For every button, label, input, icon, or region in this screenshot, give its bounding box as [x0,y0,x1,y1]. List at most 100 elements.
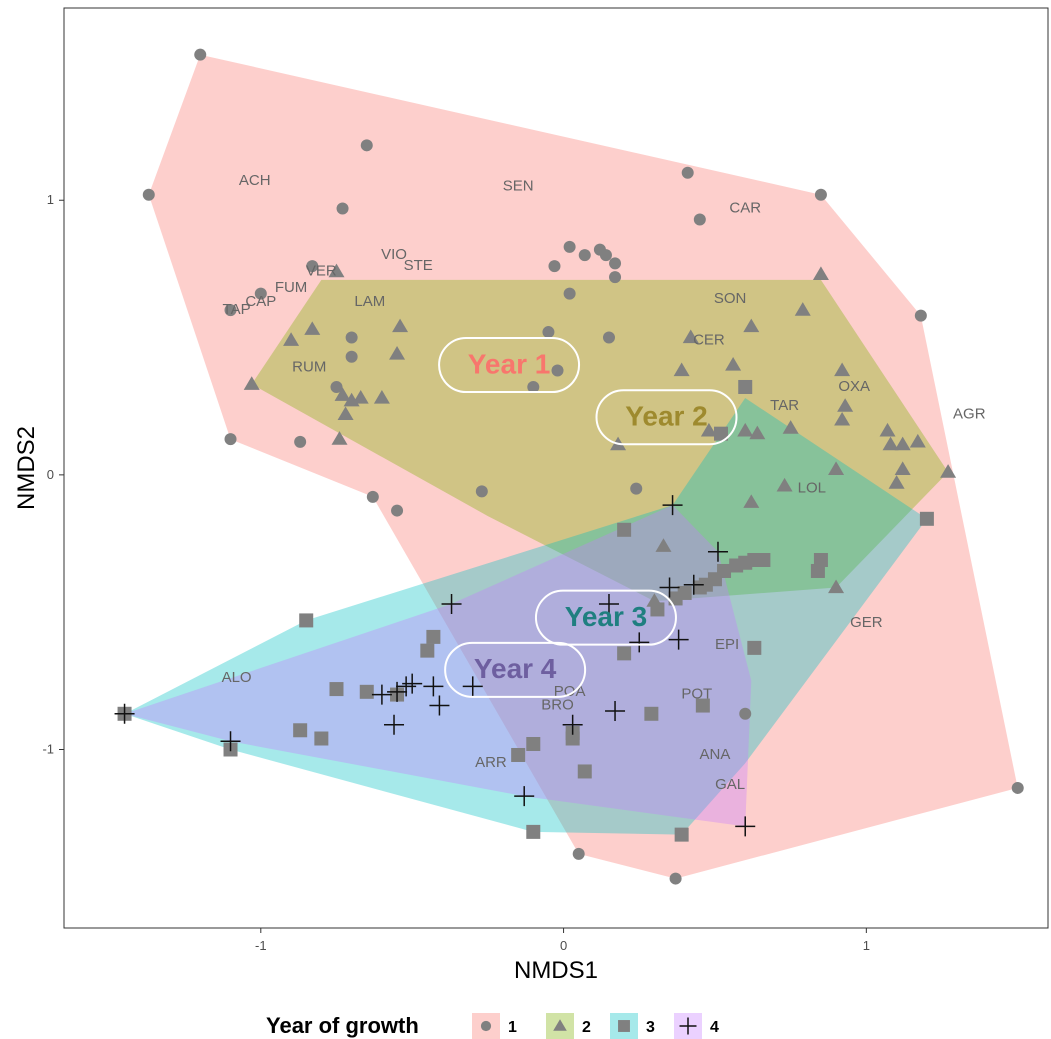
point-year-1 [224,433,237,446]
point-year-1 [224,304,237,317]
point-year-2 [909,433,926,448]
species-label: CAR [729,199,761,216]
point-year-4 [441,593,462,614]
point-year-2 [828,461,845,475]
point-year-3 [756,553,771,567]
plot-panel-border [63,7,1049,929]
point-year-4 [384,714,405,735]
point-year-1 [914,309,927,322]
point-year-3 [813,553,828,567]
point-year-2 [337,406,354,421]
point-year-1 [360,139,373,152]
point-year-3 [565,731,580,746]
point-year-3 [714,426,729,441]
point-year-2 [882,436,899,451]
point-year-3 [577,764,592,779]
species-label: STE [404,257,433,274]
point-year-1 [599,249,612,262]
species-label: GAL [715,776,745,793]
species-label: RUM [292,359,326,376]
species-label: SEN [503,177,534,194]
point-year-1 [693,213,706,226]
point-year-2 [888,475,905,489]
point-year-1 [681,166,694,179]
point-year-2 [743,318,760,333]
point-year-4 [387,681,408,702]
legend-label-3: 3 [646,1019,655,1036]
point-year-2 [794,302,811,316]
point-year-3 [677,585,692,600]
point-year-4 [707,541,728,562]
species-label: GER [850,614,883,631]
species-label: ALO [222,669,252,686]
year-2-annotation: Year 2 [625,401,708,432]
legend-marker-3 [618,1020,630,1032]
point-year-3 [314,731,329,746]
point-year-3 [617,646,632,661]
x-tick-label: 0 [560,938,567,953]
point-year-2 [743,494,760,508]
point-year-4 [683,574,704,595]
legend: Year of growth 1 2 3 4 [266,1013,719,1039]
point-year-4 [562,714,583,735]
point-year-3 [526,737,541,751]
species-label: ARR [475,754,507,771]
point-year-2 [812,266,829,280]
point-year-3 [747,640,762,655]
point-year-2 [834,362,851,377]
species-label: CER [693,331,725,348]
point-year-1 [548,260,561,273]
hull-year-3 [124,398,927,835]
species-label: ANA [700,746,731,763]
point-year-4 [598,593,619,614]
point-year-1 [330,380,343,393]
point-year-2 [392,318,409,333]
point-year-1 [609,271,622,284]
x-tick-label: 1 [863,938,870,953]
species-label: POT [681,686,712,703]
point-year-3 [526,824,541,839]
legend-marker-4 [679,1017,697,1035]
x-axis-title: NMDS1 [514,957,598,984]
species-label: OXA [838,378,870,395]
point-year-2 [828,579,845,594]
year-4-annotation: Year 4 [474,653,557,684]
point-year-3 [359,684,374,699]
point-year-3 [426,629,441,644]
year-2-annotation-box [595,389,738,446]
data-point-layer [114,48,1024,885]
point-year-1 [306,260,319,273]
point-year-2 [879,422,896,437]
axis-layer: -1 0 1 -1 0 1 [42,192,870,953]
point-year-2 [328,263,345,278]
point-year-4 [423,676,444,697]
convex-hull-layer [124,54,1018,879]
hull-year-4 [124,505,752,827]
species-label: TAR [770,397,799,414]
point-year-2 [782,420,799,434]
species-label: BRO [541,697,574,714]
year-4-annotation-box [444,641,587,698]
point-year-3 [810,563,825,578]
point-year-3 [511,747,526,762]
y-tick-label: -1 [42,741,54,756]
y-axis-title: NMDS2 [13,426,40,510]
point-year-1 [142,188,155,201]
point-year-2 [389,346,406,360]
point-year-2 [283,332,300,346]
point-year-4 [662,495,683,516]
species-label: TAP [223,301,251,318]
point-year-3 [717,563,732,578]
point-year-2 [655,538,672,552]
point-year-2 [304,321,321,335]
point-year-1 [527,380,540,393]
point-year-2 [776,477,793,492]
point-year-2 [894,436,911,451]
point-year-4 [220,731,241,752]
point-year-4 [514,786,535,807]
point-year-4 [605,701,626,722]
point-year-4 [668,629,689,650]
point-year-2 [373,389,390,404]
